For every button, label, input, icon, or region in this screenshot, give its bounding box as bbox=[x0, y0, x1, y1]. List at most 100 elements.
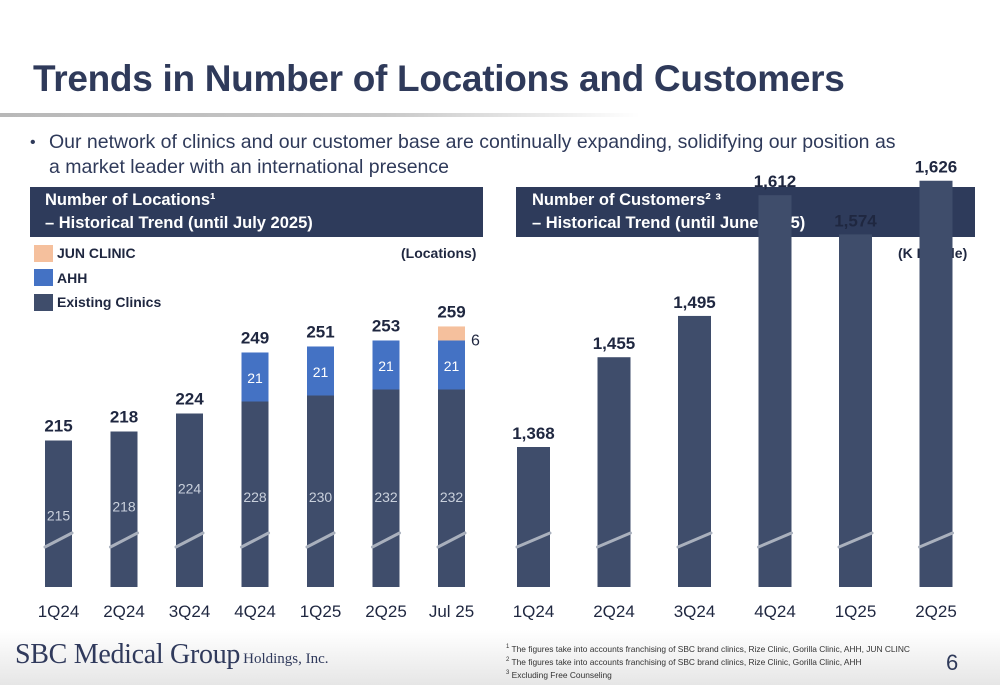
bullet-line-2: a market leader with an international pr… bbox=[49, 156, 449, 178]
locations-label-existing-2q24: 218 bbox=[112, 499, 136, 515]
customers-tick-2q24: 2Q24 bbox=[593, 602, 635, 621]
locations-total-2q25: 253 bbox=[372, 316, 400, 335]
customers-axis-break-1q25 bbox=[837, 531, 874, 549]
locations-total-jul-25: 259 bbox=[437, 302, 465, 321]
locations-total-1q25: 251 bbox=[306, 322, 334, 341]
footer-band bbox=[0, 630, 1000, 685]
locations-axis-break-2q25 bbox=[371, 531, 401, 549]
legend-item-jun-clinic: JUN CLINIC bbox=[34, 241, 161, 266]
locations-total-3q24: 224 bbox=[175, 390, 204, 409]
legend-item-ahh: AHH bbox=[34, 266, 161, 291]
locations-axis-break-1q24 bbox=[43, 531, 74, 549]
locations-axis-break-4q24 bbox=[240, 531, 270, 549]
locations-bar-existing-2q25 bbox=[372, 389, 400, 587]
customers-bar-1q25 bbox=[839, 234, 872, 587]
customers-header-line-2: – Historical Trend (until June 2025) bbox=[532, 214, 806, 232]
bullet-dot-icon: • bbox=[30, 134, 36, 151]
locations-header-line-2: – Historical Trend (until July 2025) bbox=[45, 214, 313, 232]
locations-label-jun-jul-25: 6 bbox=[471, 332, 480, 349]
locations-panel-header: Number of Locations¹ – Historical Trend … bbox=[30, 187, 483, 237]
locations-axis-break-1q25 bbox=[305, 531, 336, 549]
customers-tick-3q24: 3Q24 bbox=[674, 602, 716, 621]
customers-tick-4q24: 4Q24 bbox=[754, 602, 796, 621]
locations-tick-jul-25: Jul 25 bbox=[429, 602, 474, 621]
customers-value-4q24: 1,612 bbox=[754, 172, 797, 191]
locations-total-2q24: 218 bbox=[110, 408, 138, 427]
locations-tick-2q24: 2Q24 bbox=[103, 602, 145, 621]
locations-label-existing-4q24: 228 bbox=[243, 489, 267, 505]
locations-tick-3q24: 3Q24 bbox=[169, 602, 211, 621]
customers-tick-1q25: 1Q25 bbox=[835, 602, 877, 621]
locations-tick-2q25: 2Q25 bbox=[365, 602, 407, 621]
customers-header-line-1: Number of Customers² ³ bbox=[532, 191, 721, 209]
customers-bar-4q24 bbox=[758, 195, 792, 587]
locations-tick-1q24: 1Q24 bbox=[38, 602, 80, 621]
locations-bar-existing-3q24 bbox=[176, 413, 203, 587]
customers-value-1q24: 1,368 bbox=[512, 424, 555, 443]
customers-panel-header: Number of Customers² ³ – Historical Tren… bbox=[516, 187, 975, 237]
locations-label-existing-1q25: 230 bbox=[309, 489, 333, 505]
locations-bar-ahh-jul-25 bbox=[438, 340, 465, 390]
customers-tick-2q25: 2Q25 bbox=[915, 602, 957, 621]
company-logo: SBC Medical Group Holdings, Inc. bbox=[15, 639, 329, 671]
locations-bar-existing-1q24 bbox=[45, 440, 72, 587]
title-divider bbox=[0, 113, 640, 117]
locations-label-ahh-1q25: 21 bbox=[313, 364, 329, 380]
customers-bar-1q24 bbox=[517, 447, 550, 587]
customers-bar-3q24 bbox=[678, 315, 711, 587]
locations-total-1q24: 215 bbox=[44, 417, 72, 436]
locations-label-ahh-jul-25: 21 bbox=[444, 358, 460, 374]
locations-label-existing-1q24: 215 bbox=[47, 508, 71, 524]
customers-value-2q25: 1,626 bbox=[915, 158, 958, 177]
footnote-2: 2 The figures take into accounts franchi… bbox=[506, 656, 862, 667]
customers-value-2q24: 1,455 bbox=[593, 334, 636, 353]
locations-total-4q24: 249 bbox=[241, 328, 269, 347]
customers-value-3q24: 1,495 bbox=[673, 293, 716, 312]
customers-tick-1q24: 1Q24 bbox=[513, 602, 555, 621]
footnote-1: 1 The figures take into accounts franchi… bbox=[506, 643, 910, 654]
locations-legend: JUN CLINIC AHH Existing Clinics bbox=[34, 241, 161, 315]
legend-label-ahh: AHH bbox=[57, 269, 88, 286]
locations-bar-jun-jul-25 bbox=[438, 326, 465, 341]
locations-label-existing-2q25: 232 bbox=[374, 489, 398, 505]
locations-tick-4q24: 4Q24 bbox=[234, 602, 276, 621]
locations-bar-existing-jul-25 bbox=[438, 389, 465, 587]
customers-bar-2q24 bbox=[597, 357, 631, 587]
locations-tick-1q25: 1Q25 bbox=[300, 602, 342, 621]
bullet-line-1: Our network of clinics and our customer … bbox=[49, 131, 896, 153]
locations-bar-existing-4q24 bbox=[241, 401, 269, 587]
locations-bar-existing-2q24 bbox=[110, 431, 138, 587]
legend-swatch-ahh bbox=[34, 269, 53, 287]
footnotes: 1 The figures take into accounts franchi… bbox=[506, 642, 910, 680]
locations-bar-ahh-1q25 bbox=[307, 346, 334, 396]
customers-axis-break-3q24 bbox=[676, 531, 713, 549]
locations-unit-label: (Locations) bbox=[401, 245, 477, 261]
locations-label-existing-jul-25: 232 bbox=[440, 489, 464, 505]
legend-item-existing-clinics: Existing Clinics bbox=[34, 290, 161, 315]
locations-bar-ahh-4q24 bbox=[241, 352, 269, 402]
locations-bar-ahh-2q25 bbox=[372, 340, 400, 390]
customers-value-1q25: 1,574 bbox=[834, 211, 877, 230]
logo-main-text: SBC Medical Group bbox=[15, 639, 241, 670]
customers-axis-break-2q24 bbox=[596, 531, 632, 549]
page-number: 6 bbox=[946, 650, 959, 675]
logo-sub-text: Holdings, Inc. bbox=[243, 651, 329, 667]
customers-axis-break-1q24 bbox=[515, 531, 552, 549]
locations-bar-existing-1q25 bbox=[307, 395, 334, 587]
locations-axis-break-3q24 bbox=[174, 531, 205, 549]
legend-label-jun-clinic: JUN CLINIC bbox=[57, 245, 136, 262]
locations-label-ahh-4q24: 21 bbox=[247, 370, 263, 386]
customers-bar-2q25 bbox=[919, 180, 953, 587]
locations-header-line-1: Number of Locations¹ bbox=[45, 191, 216, 209]
footnote-3: 3 Excluding Free Counseling bbox=[506, 669, 612, 680]
legend-swatch-existing-clinics bbox=[34, 293, 53, 311]
customers-axis-break-4q24 bbox=[757, 531, 793, 549]
locations-label-ahh-2q25: 21 bbox=[378, 358, 394, 374]
summary-bullet: • Our network of clinics and our custome… bbox=[30, 130, 930, 180]
customers-axis-break-2q25 bbox=[918, 531, 954, 549]
locations-label-existing-3q24: 224 bbox=[178, 481, 202, 497]
legend-label-existing-clinics: Existing Clinics bbox=[57, 294, 162, 311]
legend-swatch-jun-clinic bbox=[34, 244, 53, 262]
locations-axis-break-2q24 bbox=[109, 531, 139, 549]
